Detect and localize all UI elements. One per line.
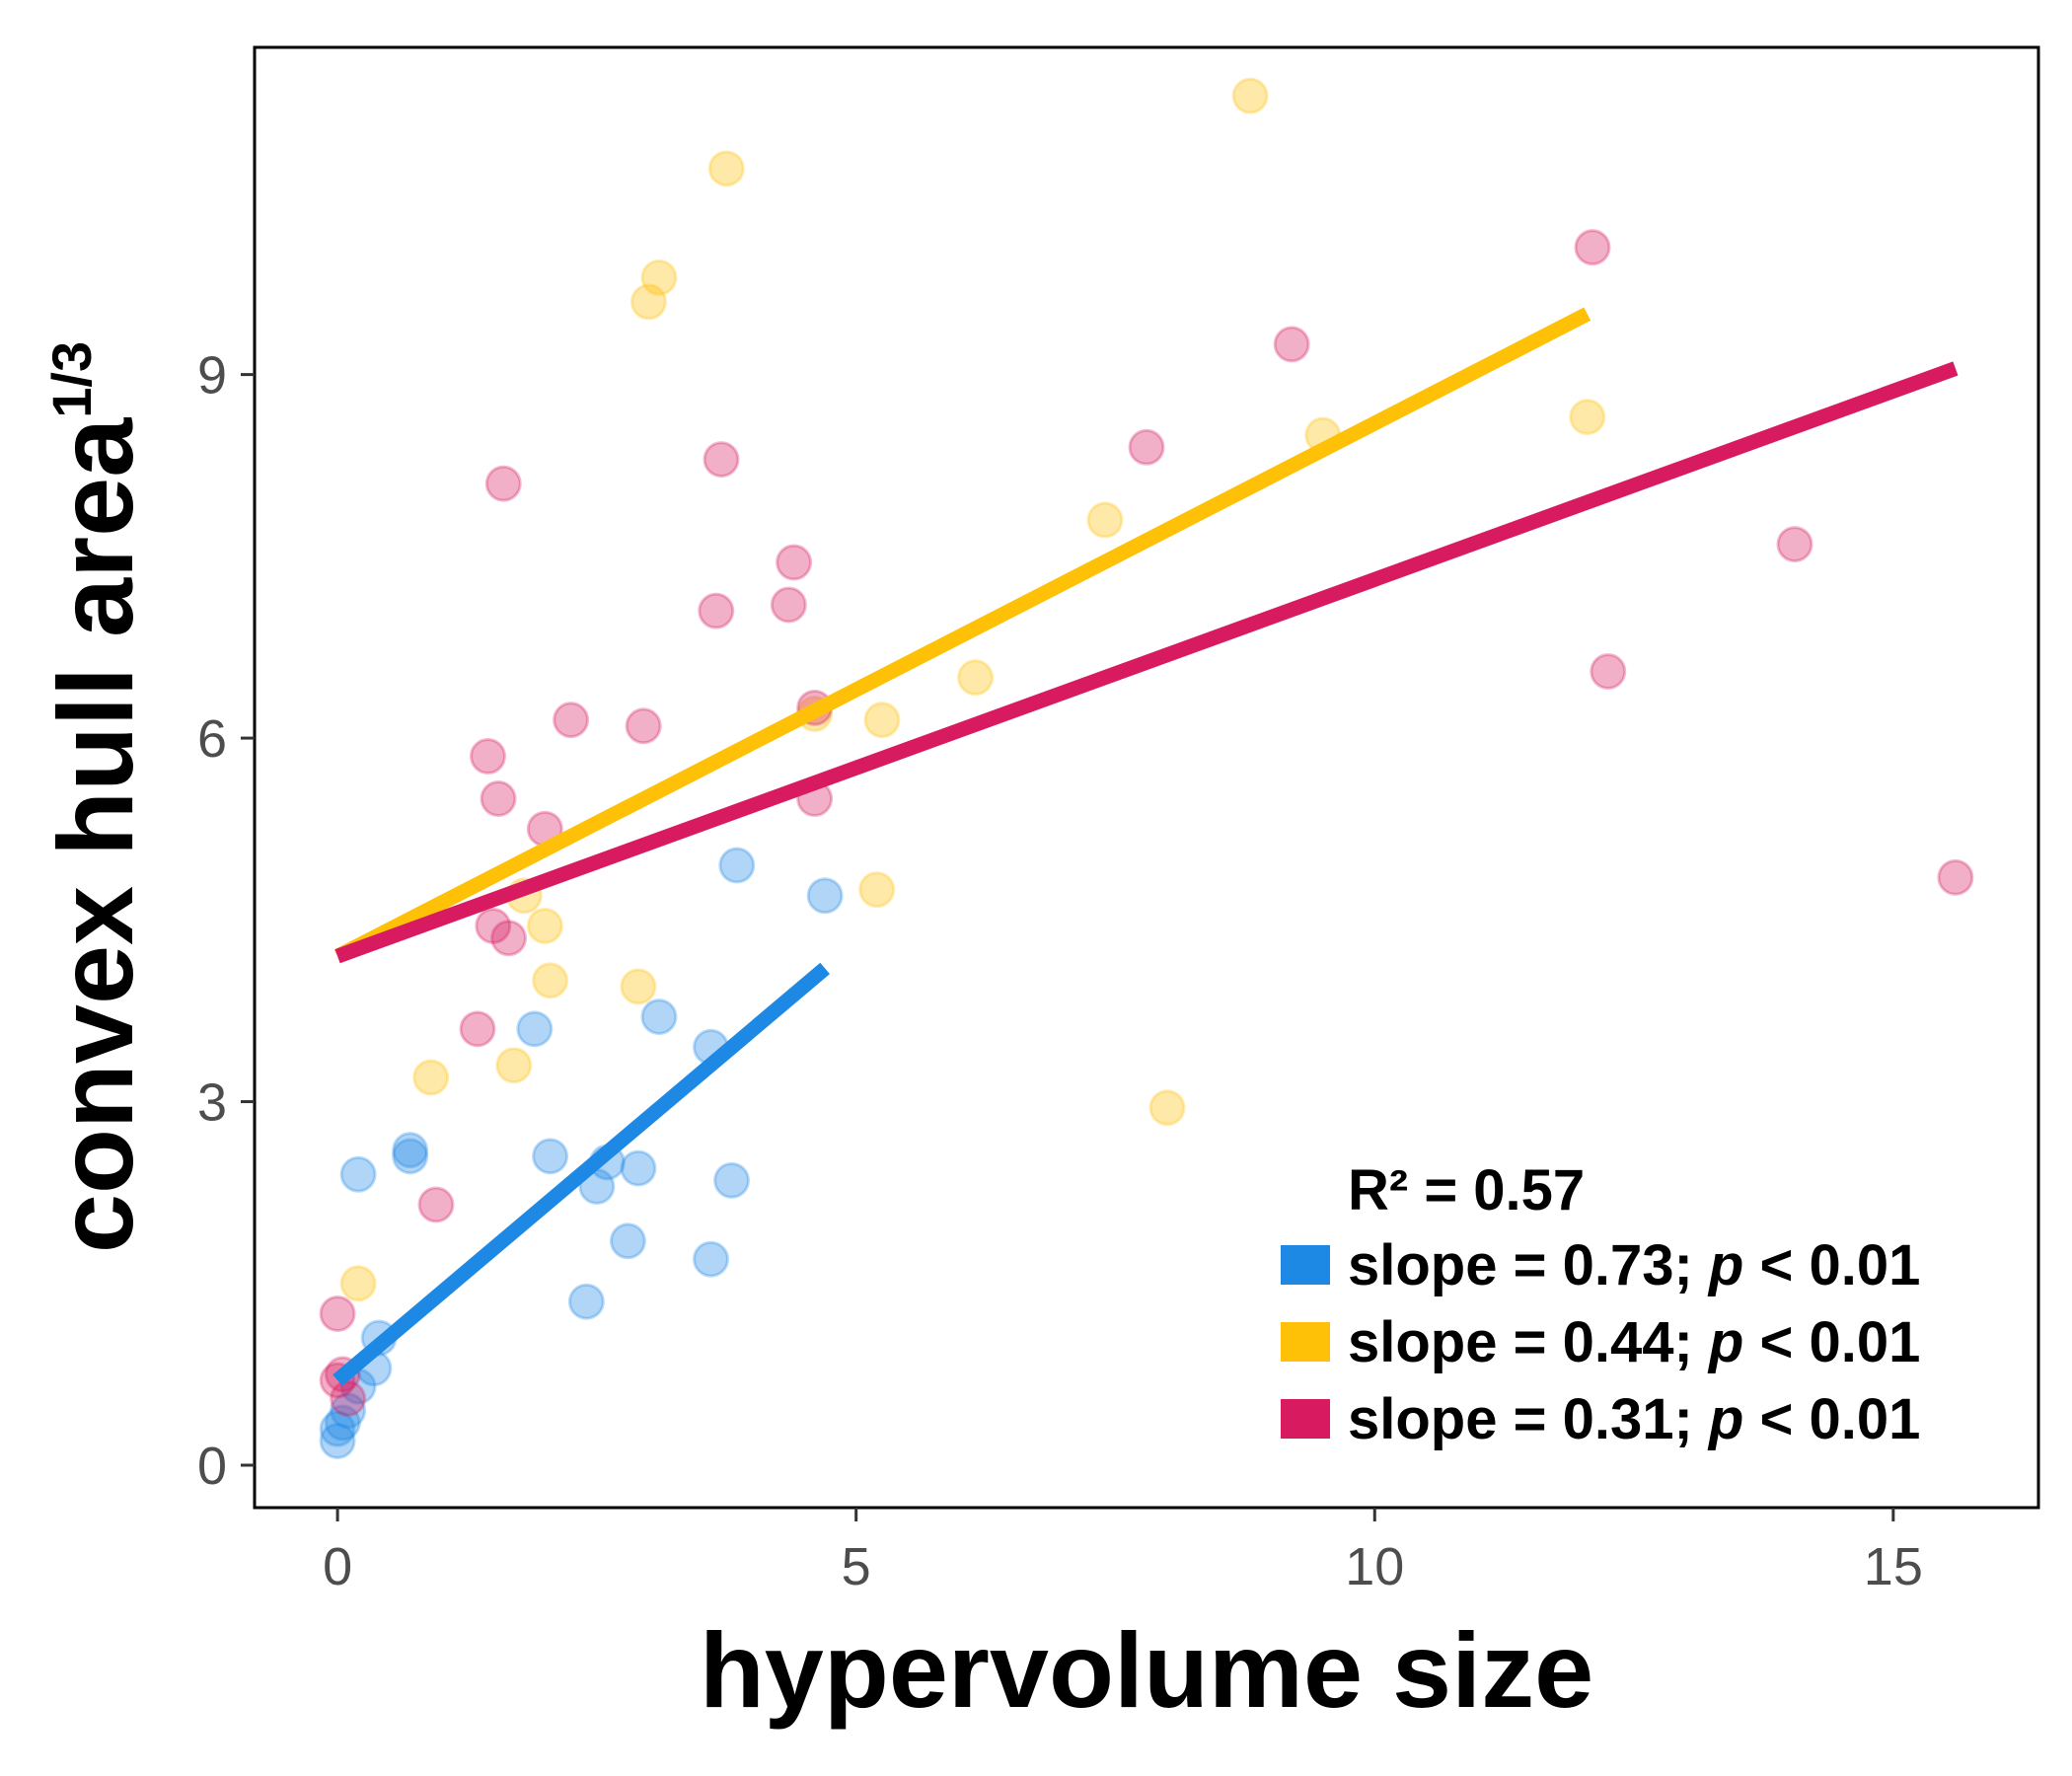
legend-swatch-series-3 [1281,1399,1330,1439]
data-point-series-1 [330,1392,367,1430]
fit-lines-layer [333,307,1959,1386]
fit-line-series-3 [334,361,1959,964]
data-point-series-2 [1231,77,1269,114]
data-point-series-1 [319,1410,356,1447]
data-point-series-2 [707,150,745,187]
y-tick-label: 6 [197,709,227,769]
legend-p-value: < 0.01 [1743,1310,1920,1374]
legend-p-symbol: p [1707,1233,1743,1297]
data-point-series-1 [392,1132,429,1169]
legend-label-series-2: slope = 0.44; p < 0.01 [1348,1310,1920,1374]
legend-swatch-series-2 [1281,1322,1330,1362]
data-point-series-1 [718,847,756,884]
legend-p-value: < 0.01 [1743,1387,1920,1451]
data-point-series-1 [516,1010,554,1048]
data-point-series-3 [1128,428,1165,466]
data-point-series-1 [609,1222,646,1260]
data-point-series-3 [319,1295,356,1332]
data-point-series-3 [470,738,507,776]
data-point-series-3 [776,544,813,581]
y-axis-title: convex hull area1/3 [36,341,155,1253]
data-point-series-2 [1569,399,1606,436]
r2-label: R² = 0.57 [1348,1158,1585,1222]
data-point-series-1 [392,1138,429,1175]
fit-line-series-2 [333,307,1591,963]
axes-layer: 0 5 10 15 0 3 6 9 [197,346,1923,1596]
data-point-series-1 [693,1240,730,1278]
data-point-series-3 [1776,526,1813,563]
data-point-series-3 [1590,653,1627,691]
data-point-series-2 [858,871,896,909]
data-point-series-3 [770,586,807,624]
x-tick-label: 0 [323,1537,352,1596]
legend-p-symbol: p [1707,1387,1743,1451]
legend-p-symbol: p [1707,1310,1743,1374]
x-tick-label: 10 [1345,1537,1404,1596]
data-point-series-3 [703,441,740,479]
data-point-series-3 [459,1010,496,1048]
data-point-series-1 [567,1283,605,1320]
data-point-series-3 [484,465,522,502]
data-point-series-3 [698,592,735,629]
legend-p-value: < 0.01 [1743,1233,1920,1297]
y-tick-label: 0 [197,1437,227,1496]
legend-label-series-1: slope = 0.73; p < 0.01 [1348,1233,1920,1297]
plot-panel-border [253,45,2040,1510]
y-axis-title-group: convex hull area1/3 [36,341,155,1253]
data-point-series-2 [1148,1089,1186,1127]
data-point-series-1 [620,1149,657,1187]
legend-label-series-3: slope = 0.31; p < 0.01 [1348,1387,1920,1451]
data-point-series-1 [319,1422,356,1459]
legend-swatch-series-1 [1281,1245,1330,1285]
data-point-series-3 [490,920,528,957]
data-point-series-3 [1937,858,1974,896]
data-point-series-2 [412,1059,450,1096]
data-point-series-2 [620,968,657,1005]
data-point-series-1 [532,1138,569,1175]
x-tick-label: 5 [842,1537,871,1596]
legend-slope-text: slope = 0.73; [1348,1233,1709,1297]
data-point-series-3 [1574,229,1611,266]
data-point-series-1 [713,1161,751,1199]
y-axis-title-superscript: 1/3 [40,341,103,418]
data-point-series-2 [863,702,901,739]
data-point-series-2 [339,1265,377,1302]
data-point-series-1 [806,877,844,915]
data-point-series-3 [553,702,590,739]
data-point-series-2 [1086,501,1124,539]
x-axis-title: hypervolume size [700,1610,1593,1730]
legend-slope-text: slope = 0.31; [1348,1387,1709,1451]
data-point-series-2 [526,907,563,944]
data-point-series-3 [1273,326,1310,363]
data-point-series-3 [417,1186,455,1223]
y-tick-label: 9 [197,346,227,406]
data-point-series-2 [957,659,995,697]
data-point-series-2 [495,1047,533,1084]
data-point-series-2 [532,962,569,999]
legend-slope-text: slope = 0.44; [1348,1310,1709,1374]
data-point-series-3 [480,779,517,817]
y-axis-title-main: convex hull area [36,417,155,1253]
x-tick-label: 15 [1864,1537,1923,1596]
data-point-series-2 [629,283,667,321]
fit-line-series-1 [333,962,830,1386]
data-point-series-1 [324,1404,361,1442]
data-point-series-3 [330,1379,367,1417]
data-point-series-3 [475,907,512,944]
data-point-series-1 [339,1155,377,1193]
data-point-series-3 [625,707,662,745]
data-point-series-2 [640,259,678,296]
data-point-series-1 [640,999,678,1036]
y-tick-label: 3 [197,1073,227,1133]
